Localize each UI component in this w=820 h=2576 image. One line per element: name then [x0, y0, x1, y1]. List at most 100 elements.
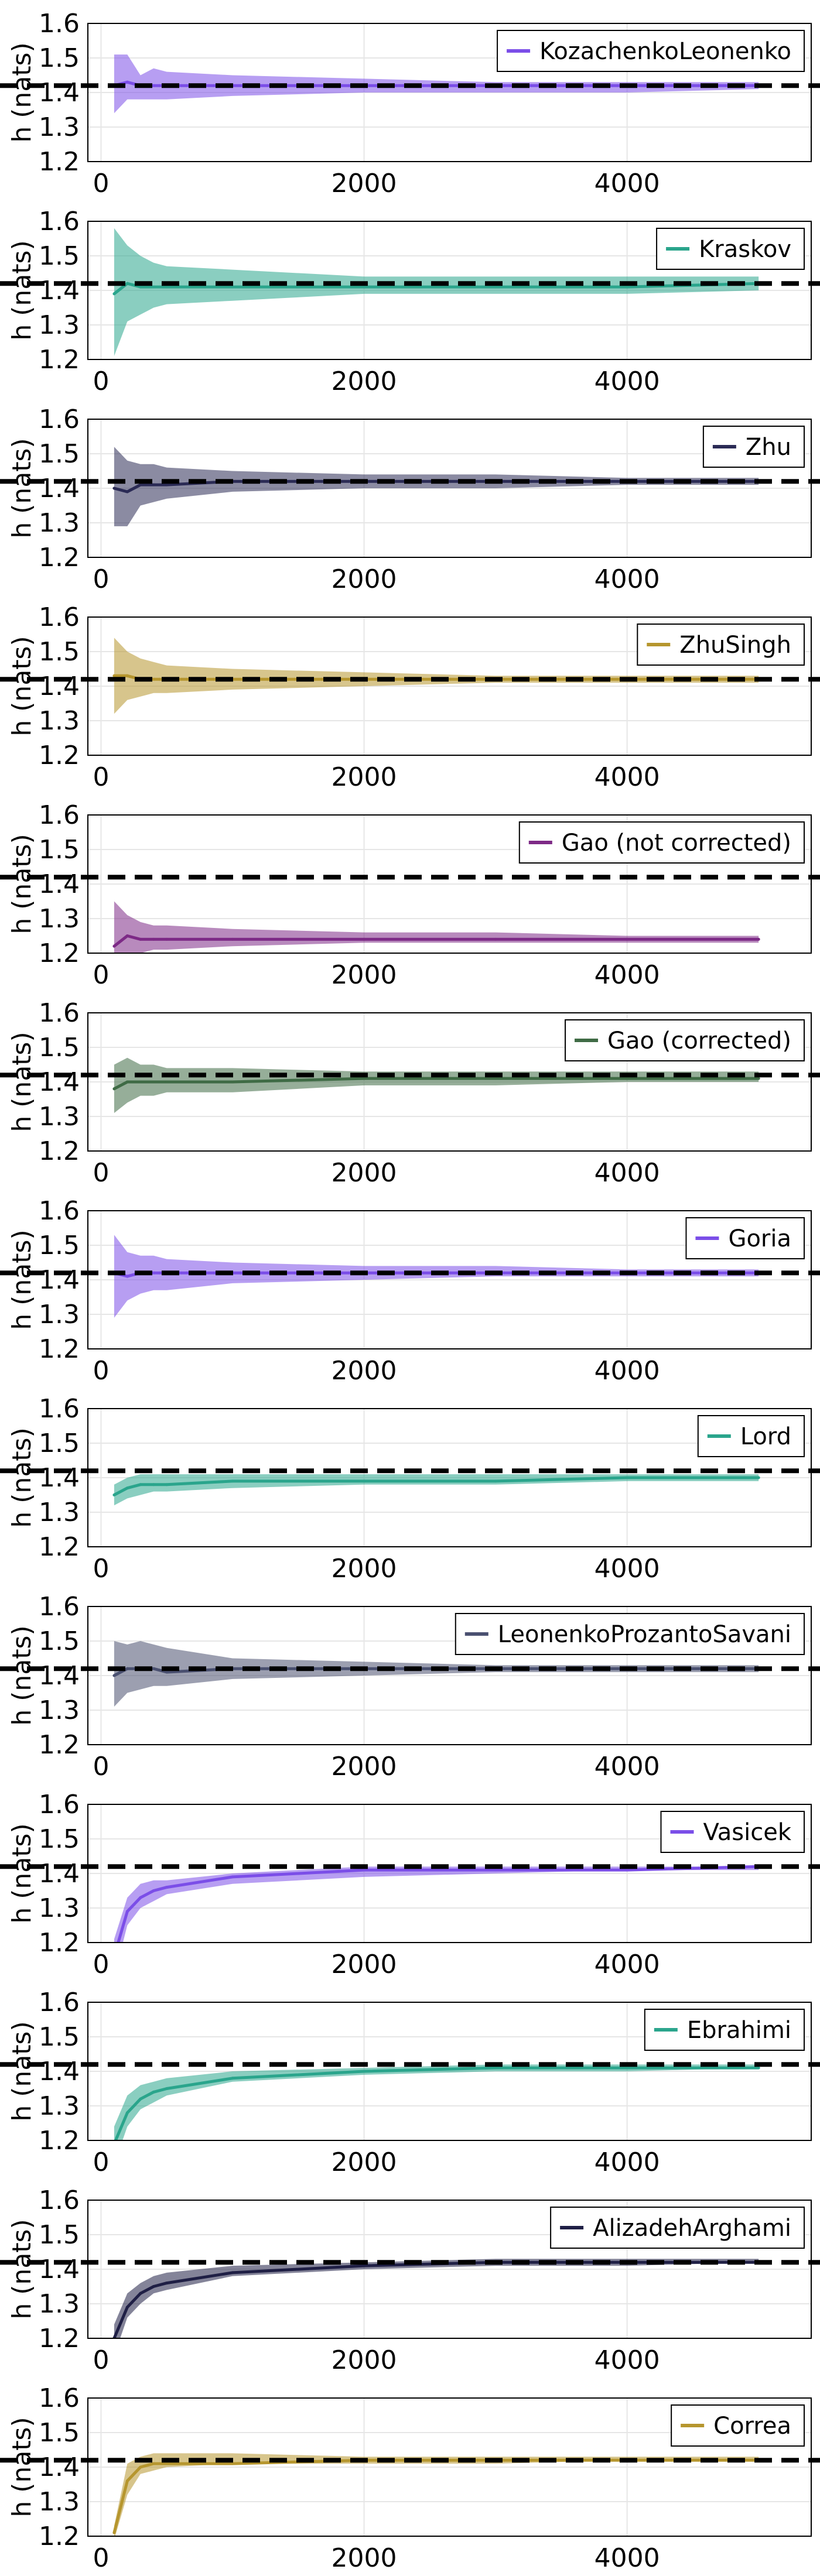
data-point	[231, 1080, 234, 1084]
plot-frame	[87, 1408, 812, 1547]
data-point	[626, 937, 629, 941]
legend-label: Gao (corrected)	[607, 1027, 791, 1054]
legend-label: Correa	[713, 2413, 791, 2440]
legend: KozachenkoLeonenko	[497, 30, 805, 72]
legend-label: AlizadehArghami	[593, 2215, 791, 2242]
confidence-band	[114, 2259, 759, 2338]
y-axis-label: h (nats)	[7, 240, 37, 340]
legend: Gao (not corrected)	[518, 821, 805, 864]
data-point	[125, 2111, 129, 2115]
series-line	[112, 2458, 759, 2533]
data-point	[112, 2531, 116, 2534]
data-point	[231, 2462, 234, 2465]
data-point	[139, 1080, 142, 1084]
data-point	[125, 2479, 129, 2483]
x-tick-label: 0	[93, 960, 109, 990]
legend: Gao (corrected)	[565, 1019, 805, 1061]
series-line	[113, 282, 759, 295]
data-point	[494, 2066, 497, 2070]
x-tick-label: 4000	[594, 169, 660, 198]
data-point	[165, 285, 169, 289]
x-tick-label: 2000	[332, 1356, 397, 1386]
data-layer	[112, 228, 760, 357]
data-point	[112, 1674, 116, 1677]
legend: ZhuSingh	[637, 624, 805, 666]
confidence-band	[114, 228, 759, 357]
data-point	[757, 937, 760, 941]
confidence-band	[114, 638, 759, 714]
y-axis-label: h (nats)	[7, 1625, 37, 1725]
data-layer	[112, 1235, 760, 1318]
legend: LeonenkoProzantoSavani	[455, 1613, 805, 1655]
data-point	[152, 1271, 155, 1275]
legend-label: LeonenkoProzantoSavani	[498, 1621, 791, 1648]
data-point	[363, 937, 366, 941]
x-tick-label: 0	[93, 1356, 109, 1386]
x-tick-label: 4000	[594, 960, 660, 990]
x-tick-label: 2000	[332, 2345, 397, 2375]
y-tick-label: 1.4	[39, 869, 80, 899]
x-tick-label: 2000	[332, 762, 397, 792]
data-layer	[112, 447, 760, 526]
data-point	[626, 1077, 629, 1080]
legend: Goria	[685, 1217, 805, 1259]
confidence-band	[114, 1866, 759, 1943]
data-point	[165, 1080, 169, 1084]
y-tick-label: 1.5	[39, 1429, 80, 1458]
y-tick-label: 1.4	[39, 2057, 80, 2087]
data-point	[152, 285, 155, 289]
y-axis-label: h (nats)	[7, 438, 37, 538]
x-tick-label: 4000	[594, 1158, 660, 1188]
data-point	[139, 2097, 142, 2101]
data-point	[125, 674, 129, 677]
legend: Kraskov	[656, 228, 805, 270]
legend-label: Zhu	[746, 434, 791, 461]
data-layer	[112, 1474, 760, 1506]
data-point	[626, 2066, 629, 2070]
y-tick-label: 1.3	[39, 112, 80, 142]
data-point	[152, 1080, 155, 1084]
y-tick-label: 1.2	[39, 147, 80, 177]
data-point	[494, 937, 497, 941]
y-tick-label: 1.3	[39, 1300, 80, 1330]
x-tick-label: 4000	[594, 366, 660, 396]
y-tick-label: 1.3	[39, 1695, 80, 1725]
plot-frame	[87, 419, 812, 558]
y-tick-label: 1.5	[39, 835, 80, 865]
y-tick-label: 1.2	[39, 2126, 80, 2156]
data-point	[125, 490, 129, 494]
data-point	[363, 1868, 366, 1872]
data-point	[139, 483, 142, 487]
data-point	[112, 674, 116, 677]
data-point	[139, 2465, 142, 2469]
y-tick-label: 1.6	[39, 1592, 80, 1622]
data-point	[125, 1910, 129, 1913]
data-point	[231, 285, 234, 289]
y-axis-label: h (nats)	[7, 1427, 37, 1527]
x-tick-label: 4000	[594, 1950, 660, 1979]
subplot-zhusingh: 1.2 1.3 1.4 1.5 1.6 0 2000 4000 h (nats) ZhuSingh	[0, 602, 820, 792]
confidence-band	[114, 1235, 759, 1318]
y-tick-label: 1.5	[39, 1824, 80, 1854]
series-line	[113, 1077, 759, 1091]
data-point	[112, 1087, 116, 1091]
data-point	[626, 285, 629, 289]
confidence-band	[114, 2064, 759, 2140]
y-axis-label: h (nats)	[7, 1229, 37, 1330]
legend-label: ZhuSingh	[679, 632, 791, 659]
y-tick-label: 1.6	[39, 405, 80, 434]
data-point	[231, 937, 234, 941]
legend: Ebrahimi	[644, 2009, 805, 2051]
plot-frame	[87, 1606, 812, 1745]
y-tick-label: 1.3	[39, 1498, 80, 1527]
legend-label: Ebrahimi	[687, 2017, 791, 2044]
legend: Zhu	[702, 426, 805, 468]
data-point	[152, 1667, 155, 1670]
legend: AlizadehArghami	[550, 2207, 805, 2249]
data-point	[139, 285, 142, 289]
series-line	[113, 1476, 759, 1496]
plot-frame	[87, 2200, 812, 2339]
plot-frame	[87, 1012, 812, 1152]
legend-box	[518, 821, 805, 864]
y-tick-label: 1.4	[39, 474, 80, 503]
